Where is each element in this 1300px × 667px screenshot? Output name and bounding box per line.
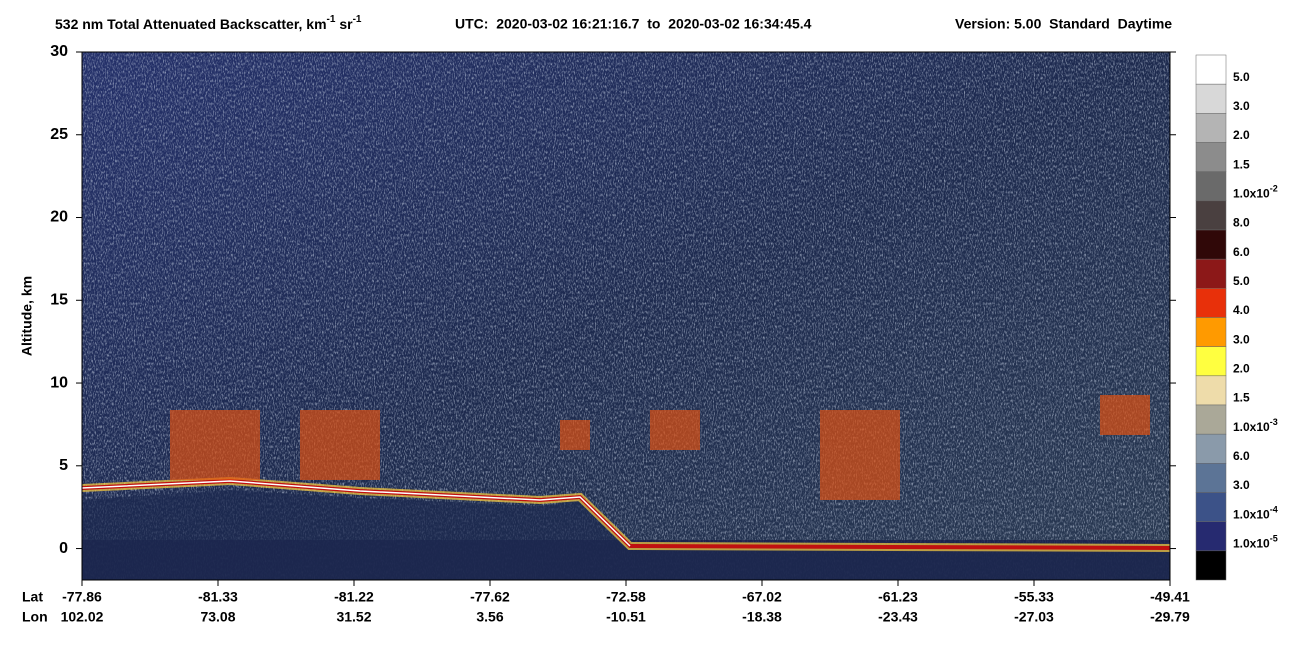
lon-label: -10.51 — [606, 609, 646, 625]
colorbar-label: 1.0x10-4 — [1233, 505, 1278, 522]
colorbar-label: 1.5 — [1233, 391, 1250, 405]
y-tick-label: 5 — [59, 457, 68, 474]
title-version: Version: 5.00 Standard Daytime — [955, 16, 1172, 32]
colorbar-swatch — [1195, 317, 1227, 347]
title-exponent: -1 — [353, 14, 362, 25]
colorbar-label-text: 4.0 — [1233, 303, 1250, 317]
y-tick-label: 25 — [50, 126, 68, 143]
colorbar-swatch — [1195, 200, 1227, 231]
colorbar-label: 1.0x10-2 — [1233, 184, 1278, 201]
colorbar-label-text: 3.0 — [1233, 478, 1250, 492]
colorbar-swatch — [1195, 521, 1227, 552]
colorbar-label-text: 2.0 — [1233, 128, 1250, 142]
colorbar-label: 4.0 — [1233, 303, 1250, 317]
lat-label: -49.41 — [1150, 589, 1190, 605]
lat-label: -72.58 — [606, 589, 646, 605]
colorbar-swatch — [1195, 288, 1227, 318]
colorbar-swatch — [1195, 433, 1227, 464]
lon-label: 31.52 — [336, 609, 371, 625]
lat-label: -77.86 — [62, 589, 102, 605]
title-text: sr — [335, 16, 353, 32]
colorbar-label: 3.0 — [1233, 99, 1250, 113]
colorbar-label: 3.0 — [1233, 478, 1250, 492]
colorbar-label-text: 8.0 — [1233, 216, 1250, 230]
lon-label: -27.03 — [1014, 609, 1054, 625]
title-time: UTC: 2020-03-02 16:21:16.7 to 2020-03-02… — [455, 16, 812, 32]
chart-title: 532 nm Total Attenuated Backscatter, km-… — [55, 14, 362, 32]
colorbar-label-text: 5.0 — [1233, 274, 1250, 288]
colorbar-swatch — [1195, 171, 1227, 202]
y-tick-label: 10 — [50, 374, 68, 391]
colorbar-label: 5.0 — [1233, 274, 1250, 288]
lon-label: -18.38 — [742, 609, 782, 625]
colorbar-swatch — [1195, 550, 1227, 581]
colorbar-swatch — [1195, 113, 1227, 143]
colorbar-label: 3.0 — [1233, 332, 1250, 346]
colorbar-label: 6.0 — [1233, 245, 1250, 259]
colorbar-swatch — [1195, 492, 1227, 522]
colorbar-swatch — [1195, 404, 1227, 435]
colorbar-label: 8.0 — [1233, 216, 1250, 230]
colorbar-label-text: 6.0 — [1233, 449, 1250, 463]
colorbar-swatch — [1195, 463, 1227, 493]
colorbar-label-text: 1.0x10 — [1233, 537, 1270, 551]
lon-label: 73.08 — [200, 609, 235, 625]
y-tick-label: 0 — [59, 540, 68, 557]
lat-label: -61.23 — [878, 589, 918, 605]
colorbar-label-text: 1.5 — [1233, 391, 1250, 405]
lon-label: 3.56 — [476, 609, 503, 625]
colorbar-label-text: 3.0 — [1233, 332, 1250, 346]
colorbar-swatch — [1195, 83, 1227, 114]
y-axis-label: Altitude, km — [19, 276, 35, 356]
colorbar-swatch — [1195, 346, 1227, 377]
colorbar-label-exp: -2 — [1270, 184, 1278, 194]
colorbar-label-text: 6.0 — [1233, 245, 1250, 259]
row-label: Lon — [22, 609, 48, 625]
lat-label: -55.33 — [1014, 589, 1054, 605]
colorbar-label-text: 1.0x10 — [1233, 187, 1270, 201]
title-exponent: -1 — [327, 14, 336, 25]
colorbar-label-exp: -4 — [1270, 505, 1278, 515]
colorbar-label-exp: -5 — [1270, 534, 1278, 544]
row-label: Lat — [22, 589, 43, 605]
y-tick-label: 20 — [50, 209, 68, 226]
colorbar-label: 2.0 — [1233, 362, 1250, 376]
colorbar-label: 1.0x10-5 — [1233, 534, 1278, 551]
colorbar-label-text: 2.0 — [1233, 362, 1250, 376]
colorbar-swatch — [1195, 142, 1227, 172]
y-tick-label: 15 — [50, 291, 68, 308]
colorbar-label: 2.0 — [1233, 128, 1250, 142]
y-tick-label: 30 — [50, 43, 68, 60]
title-text: 532 nm Total Attenuated Backscatter, km — [55, 16, 327, 32]
colorbar-swatch — [1195, 258, 1227, 289]
lon-label: 102.02 — [61, 609, 104, 625]
backscatter-image — [82, 52, 1170, 580]
colorbar-label-exp: -3 — [1270, 417, 1278, 427]
colorbar-label: 5.0 — [1233, 70, 1250, 84]
lat-label: -81.33 — [198, 589, 238, 605]
colorbar-label: 6.0 — [1233, 449, 1250, 463]
colorbar-label-text: 1.0x10 — [1233, 420, 1270, 434]
lon-label: -23.43 — [878, 609, 918, 625]
colorbar-swatch — [1195, 375, 1227, 406]
lat-label: -81.22 — [334, 589, 374, 605]
colorbar-label-text: 5.0 — [1233, 70, 1250, 84]
colorbar-swatch — [1195, 229, 1227, 260]
colorbar-swatch — [1195, 54, 1227, 85]
colorbar-label-text: 1.0x10 — [1233, 507, 1270, 521]
lat-label: -67.02 — [742, 589, 782, 605]
colorbar-label: 1.0x10-3 — [1233, 417, 1278, 434]
lon-label: -29.79 — [1150, 609, 1190, 625]
lat-label: -77.62 — [470, 589, 510, 605]
colorbar-label-text: 3.0 — [1233, 99, 1250, 113]
colorbar-label-text: 1.5 — [1233, 157, 1250, 171]
colorbar-label: 1.5 — [1233, 157, 1250, 171]
